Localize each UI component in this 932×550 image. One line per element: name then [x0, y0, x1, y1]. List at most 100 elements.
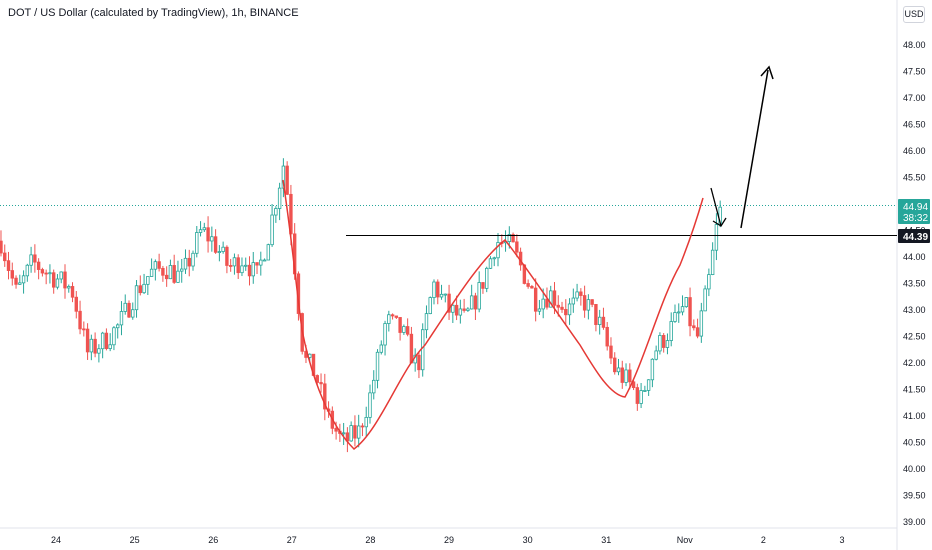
last-price-label: 44.94 38:32: [898, 199, 930, 224]
candle-down: [10, 270, 14, 279]
candle-up: [195, 232, 199, 254]
candle-up: [375, 351, 380, 381]
candle-up: [710, 249, 715, 275]
price-tick-label: 42.50: [903, 332, 926, 342]
candle-up: [379, 344, 383, 353]
candle-up: [703, 288, 707, 312]
candle-up: [665, 340, 670, 348]
candle-down: [417, 354, 421, 371]
candle-up: [428, 297, 432, 315]
candle-down: [405, 326, 410, 335]
candle-down: [225, 246, 229, 266]
candle-down: [14, 277, 18, 285]
candle-down: [161, 267, 165, 276]
candle-up: [240, 265, 244, 274]
candle-up: [707, 274, 711, 290]
candle-up: [646, 379, 651, 391]
candle-up: [349, 425, 353, 442]
candle-up: [270, 214, 274, 246]
candle-down: [631, 381, 636, 389]
candle-up: [131, 309, 135, 318]
candle-up: [266, 244, 271, 261]
candle-up: [119, 311, 124, 326]
candle-down: [695, 327, 700, 337]
candle-up: [654, 350, 658, 360]
candle-down: [213, 236, 218, 253]
candle-up: [25, 264, 30, 277]
candle-up: [424, 313, 429, 331]
time-tick-label: 31: [601, 535, 611, 545]
time-tick-label: 3: [839, 535, 844, 545]
candle-down: [0, 240, 3, 254]
candle-up: [97, 348, 101, 354]
candle-up: [356, 425, 361, 439]
candle-up: [639, 390, 643, 404]
candle-up: [112, 327, 116, 346]
candle-up: [183, 257, 188, 270]
price-tick-label: 47.50: [903, 67, 926, 77]
candle-up: [571, 297, 576, 305]
candle-down: [228, 265, 233, 267]
candle-up: [149, 268, 154, 277]
candle-down: [530, 286, 534, 289]
candle-up: [277, 187, 282, 209]
candle-down: [582, 295, 587, 311]
price-tick-label: 45.50: [903, 173, 926, 183]
candle-down: [319, 382, 323, 385]
candle-down: [187, 257, 191, 267]
candle-up: [432, 281, 436, 299]
candle-down: [481, 282, 485, 289]
candle-up: [469, 295, 474, 310]
candle-up: [262, 259, 267, 262]
price-tick-label: 40.00: [903, 464, 926, 474]
candle-up: [341, 432, 346, 435]
candle-up: [485, 267, 489, 289]
candle-down: [398, 317, 402, 333]
candle-down: [85, 328, 90, 353]
last-price-value: 44.94: [903, 202, 928, 213]
candle-up: [383, 323, 387, 346]
price-tick-label: 43.50: [903, 279, 926, 289]
candle-down: [255, 262, 259, 266]
candle-up: [202, 227, 207, 231]
candle-up: [421, 329, 425, 371]
candle-up: [387, 314, 391, 324]
price-tick-label: 48.00: [903, 40, 926, 50]
candle-down: [605, 326, 609, 347]
candle-countdown: 38:32: [903, 213, 928, 224]
candle-up: [180, 268, 184, 272]
candle-down: [164, 274, 169, 280]
candle-up: [244, 264, 248, 267]
candle-down: [511, 234, 515, 243]
currency-button[interactable]: USD: [903, 6, 925, 23]
chart-title: DOT / US Dollar (calculated by TradingVi…: [8, 7, 299, 19]
candle-down: [285, 165, 289, 195]
time-axis: 24 25 26 27 28 29 30 31 Nov 2 3: [51, 535, 845, 545]
time-tick-label: 30: [523, 535, 533, 545]
candle-down: [661, 335, 666, 348]
candle-up: [586, 299, 591, 311]
candle-up: [575, 291, 579, 299]
price-tick-label: 40.50: [903, 438, 926, 448]
candle-up: [142, 283, 146, 294]
candle-down: [93, 338, 97, 354]
candle-down: [51, 272, 56, 288]
time-tick-label: 2: [761, 535, 766, 545]
time-tick-label: 29: [444, 535, 454, 545]
candle-down: [409, 333, 414, 364]
candle-down: [579, 291, 583, 296]
candle-up: [59, 271, 63, 280]
up-arrow: [740, 65, 774, 229]
candle-down: [36, 261, 41, 270]
candle-down: [206, 227, 210, 242]
candle-up: [597, 316, 602, 325]
candle-up: [466, 308, 470, 311]
candle-up: [372, 379, 376, 394]
candle-up: [541, 298, 545, 310]
candle-up: [89, 338, 94, 353]
candle-down: [157, 261, 161, 269]
candle-down: [628, 369, 632, 383]
candle-up: [210, 236, 214, 242]
candle-up: [616, 367, 621, 373]
